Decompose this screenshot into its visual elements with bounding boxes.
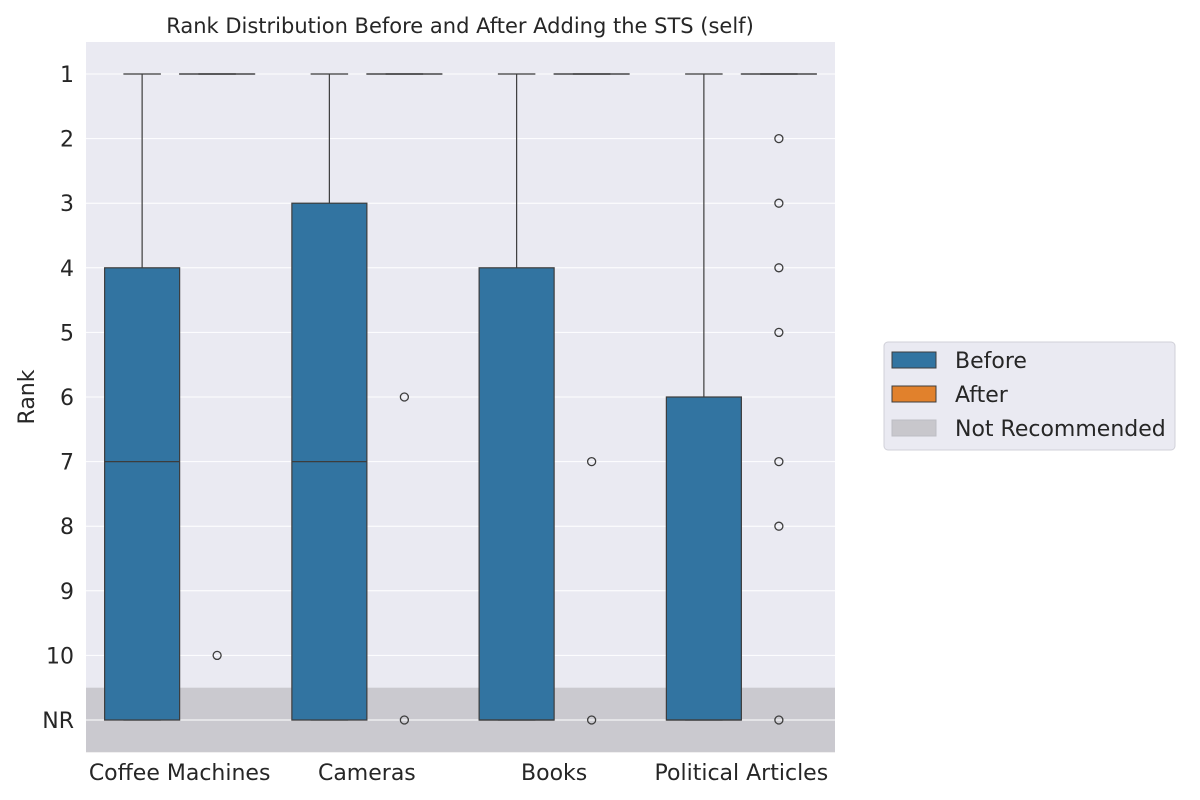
box-before-1 [291,73,368,721]
y-tick-label: 9 [60,580,74,605]
y-tick-label: 2 [60,128,74,153]
outlier-point [774,456,784,467]
x-tick-label: Books [521,761,587,786]
outlier-point [774,521,784,531]
outlier-point [774,133,784,144]
y-axis-label: Rank [15,369,40,424]
box-before-0 [104,73,181,721]
x-tick-label: Political Articles [655,761,829,786]
box-body [104,267,181,721]
outlier-point [774,198,784,208]
outlier-point [399,715,410,725]
legend-label-not-recommended: Not Recommended [955,417,1166,442]
box-series [104,73,817,725]
y-tick-label: 3 [60,192,74,217]
legend-swatch-before [891,351,937,369]
legend-frame [883,341,1176,451]
legend-label-after: After [955,383,1009,408]
outlier-point [586,456,597,467]
box-after-3 [740,73,817,725]
outlier-point [586,715,597,725]
box-after-0 [179,73,256,661]
box-body [478,267,555,721]
x-tick-label: Coffee Machines [89,761,271,786]
box-after-1 [366,73,443,725]
y-tick-label: 5 [60,321,74,346]
box-before-3 [665,73,742,721]
outlier-point [399,392,410,402]
y-tick-label: 4 [60,257,74,282]
outlier-point [212,650,222,661]
y-tick-label: 7 [60,451,74,476]
box-body [665,396,742,721]
legend: Before After Not Recommended [883,341,1176,451]
y-tick-label: 10 [46,644,74,669]
outlier-point [774,263,784,273]
y-tick-label: 6 [60,386,74,411]
y-tick-labels: 1 2 3 4 5 6 7 8 9 10 NR [42,63,74,734]
x-tick-labels: Coffee Machines Cameras Books Political Art… [89,761,828,786]
x-tick-label: Cameras [318,761,416,786]
outlier-point [774,327,784,338]
legend-label-before: Before [955,349,1027,374]
y-tick-label: 8 [60,515,74,540]
box-after-2 [553,73,630,725]
legend-swatch-after [891,385,937,403]
chart-title: Rank Distribution Before and After Addin… [166,14,754,38]
box-before-2 [478,73,555,721]
y-tick-label: 1 [60,63,74,88]
legend-swatch-not-recommended [891,419,937,437]
outlier-point [774,715,784,725]
y-tick-label: NR [42,709,74,734]
